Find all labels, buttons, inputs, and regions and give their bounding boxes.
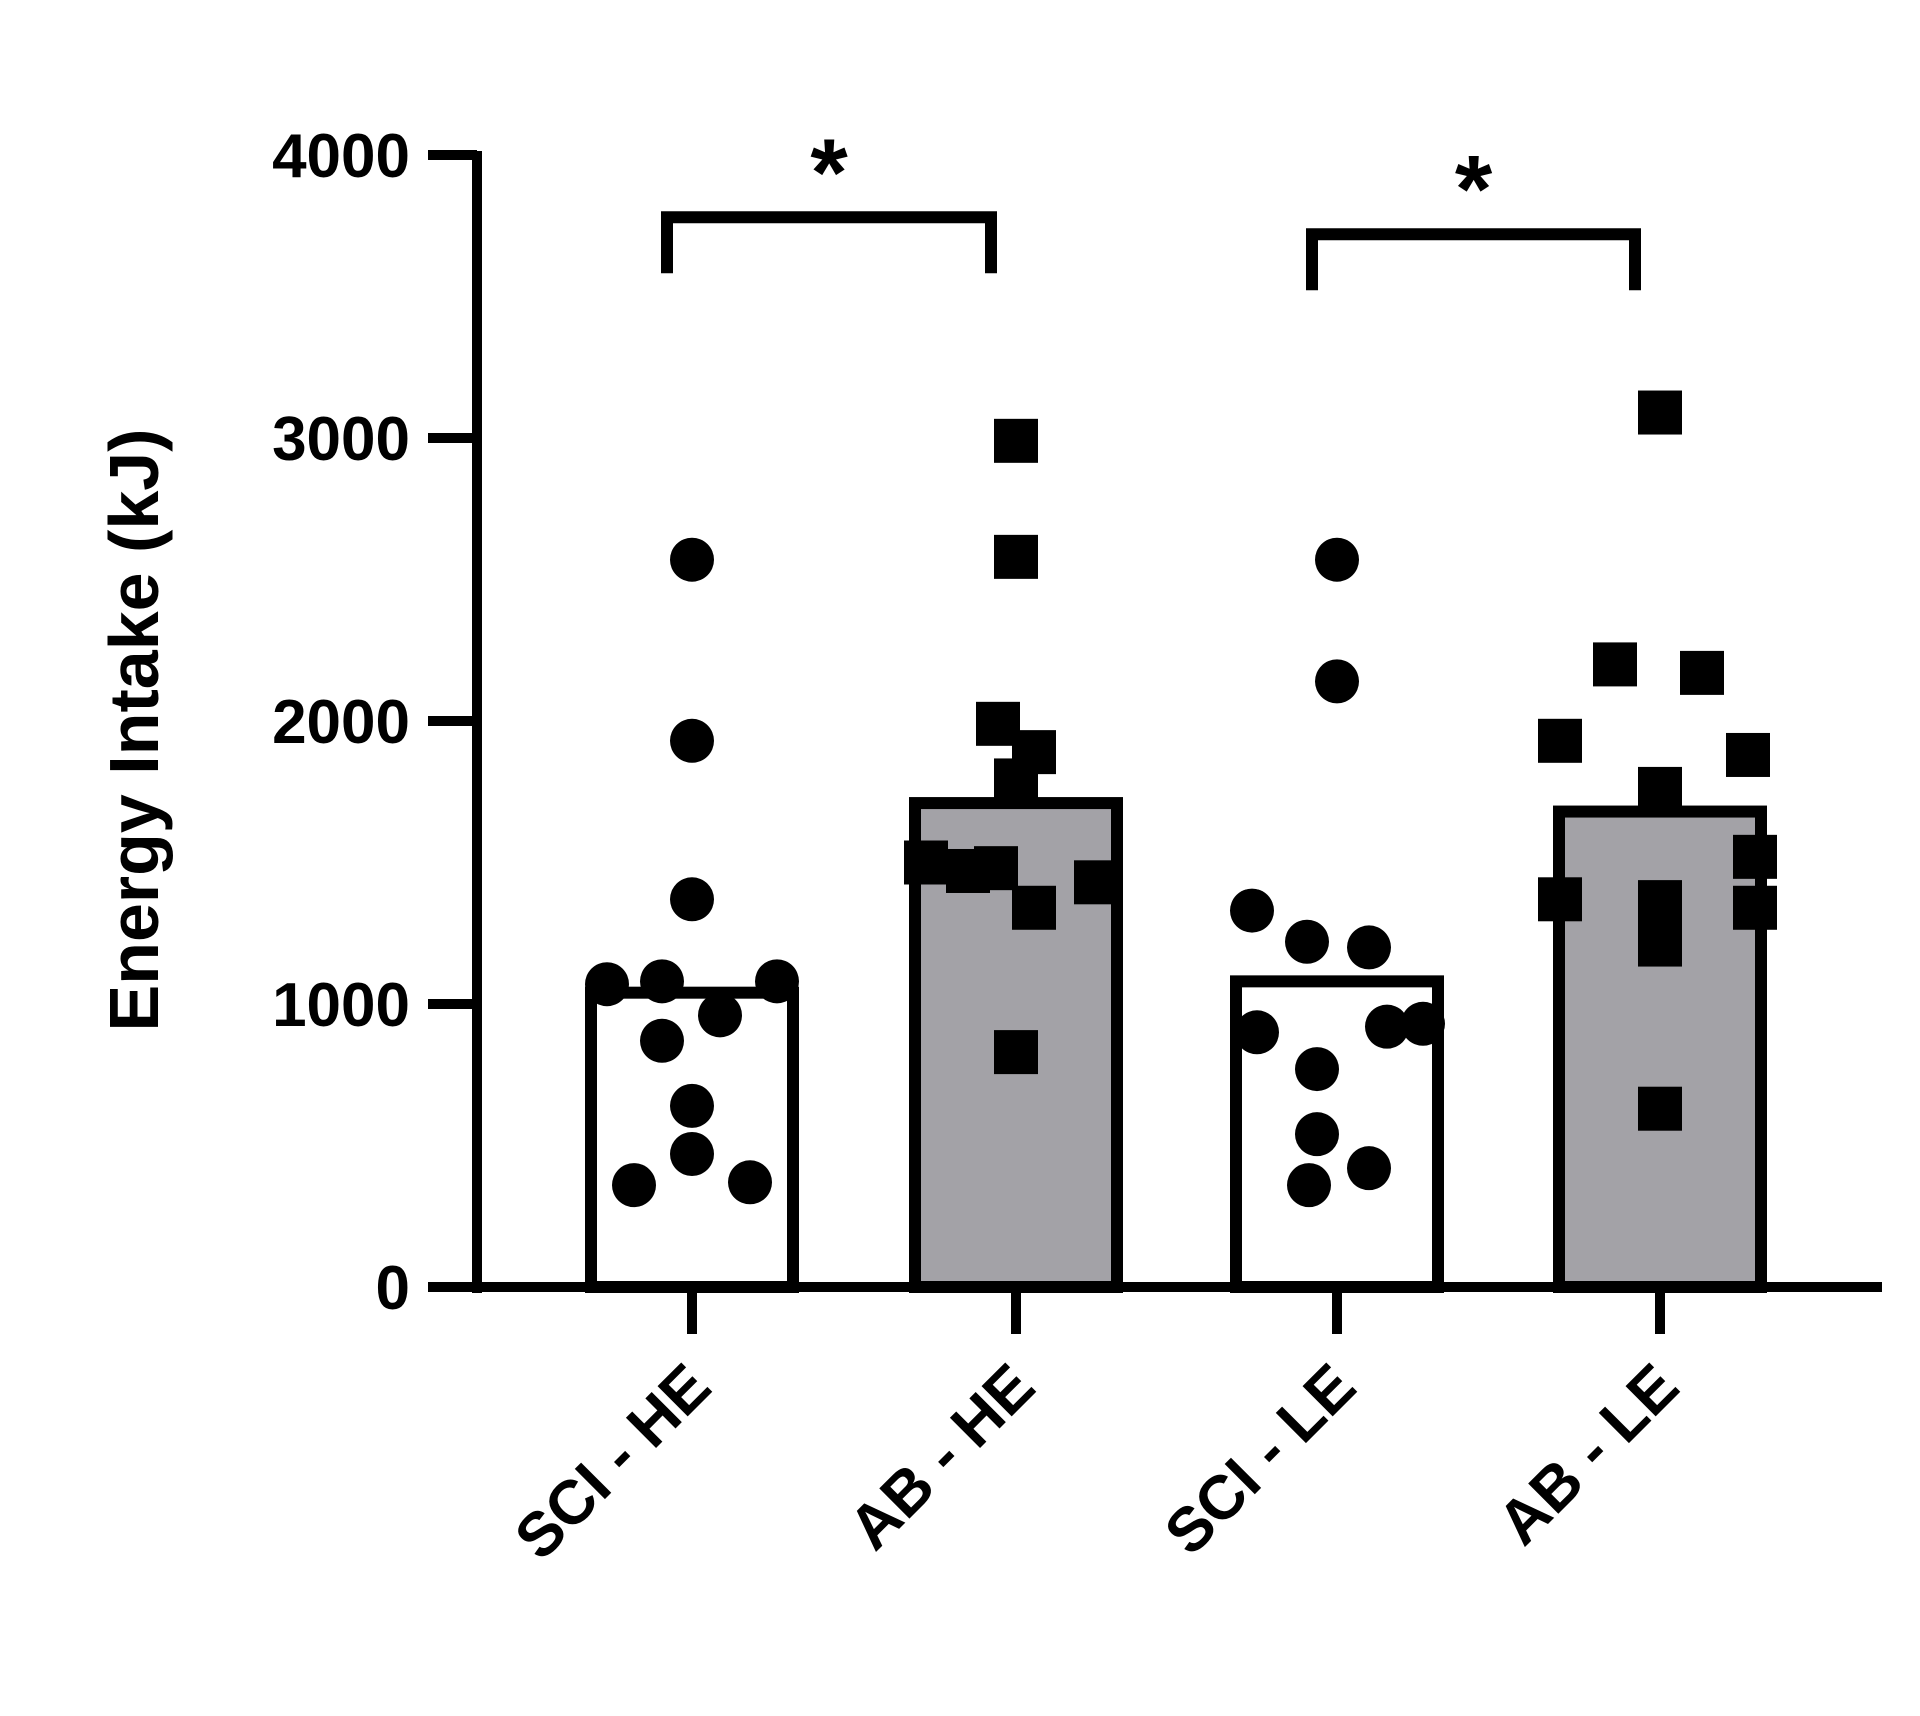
point-3-10 <box>1638 922 1682 967</box>
y-tick-label-3: 3000 <box>272 405 410 474</box>
bar-3 <box>1553 805 1767 1293</box>
point-2-3 <box>1285 919 1329 964</box>
y-tick-label-4: 4000 <box>272 122 410 191</box>
point-1-1 <box>994 534 1038 579</box>
point-2-1 <box>1315 659 1359 704</box>
significance-bracket-0 <box>661 211 997 274</box>
points-layer <box>585 390 1777 1208</box>
x-tick-label-1: AB - HE <box>836 1351 1048 1563</box>
significance-label-1: * <box>1455 136 1493 243</box>
point-1-4 <box>994 758 1038 803</box>
point-0-4 <box>640 959 684 1004</box>
point-0-7 <box>640 1018 684 1063</box>
point-1-0 <box>994 418 1038 463</box>
point-1-5 <box>904 840 948 885</box>
point-3-0 <box>1638 390 1682 435</box>
point-2-4 <box>1347 925 1391 970</box>
point-2-9 <box>1295 1112 1339 1157</box>
point-0-6 <box>698 993 742 1038</box>
point-0-5 <box>755 959 799 1004</box>
point-0-0 <box>670 537 714 582</box>
point-3-2 <box>1680 650 1724 695</box>
y-tick-label-1: 1000 <box>272 971 410 1040</box>
point-3-7 <box>1538 877 1582 922</box>
point-0-11 <box>728 1160 772 1205</box>
point-2-11 <box>1287 1163 1331 1208</box>
x-tick-label-3: AB - LE <box>1485 1351 1692 1558</box>
x-tick-label-0: SCI - HE <box>502 1351 724 1573</box>
point-2-8 <box>1295 1047 1339 1092</box>
point-0-3 <box>585 962 629 1007</box>
significance-layer: * * <box>661 119 1641 291</box>
point-0-1 <box>670 718 714 763</box>
point-2-6 <box>1401 1001 1445 1046</box>
point-0-8 <box>670 1083 714 1128</box>
point-3-5 <box>1638 766 1682 811</box>
point-1-8 <box>1012 885 1056 930</box>
point-3-11 <box>1638 1086 1682 1131</box>
y-tick-label-0: 0 <box>376 1254 410 1323</box>
significance-bracket-1 <box>1306 228 1641 291</box>
point-1-9 <box>974 846 1018 891</box>
point-0-2 <box>670 877 714 922</box>
point-2-10 <box>1347 1146 1391 1191</box>
point-2-0 <box>1315 537 1359 582</box>
y-axis-label: Energy Intake (kJ) <box>95 429 173 1032</box>
x-tick-label-2: SCI - LE <box>1152 1351 1369 1568</box>
y-tick-label-2: 2000 <box>272 688 410 757</box>
point-2-2 <box>1230 888 1274 933</box>
point-2-5 <box>1235 1010 1279 1055</box>
point-2-7 <box>1365 1004 1409 1049</box>
point-3-1 <box>1593 642 1637 687</box>
point-3-6 <box>1733 834 1777 879</box>
significance-label-0: * <box>810 119 848 226</box>
point-1-7 <box>1074 860 1118 905</box>
bars-layer <box>585 797 1767 1293</box>
point-0-9 <box>670 1131 714 1176</box>
point-0-10 <box>612 1163 656 1208</box>
point-3-4 <box>1726 732 1770 777</box>
point-3-8 <box>1638 880 1682 925</box>
point-1-10 <box>994 1030 1038 1075</box>
point-3-3 <box>1538 718 1582 763</box>
point-3-9 <box>1733 885 1777 930</box>
